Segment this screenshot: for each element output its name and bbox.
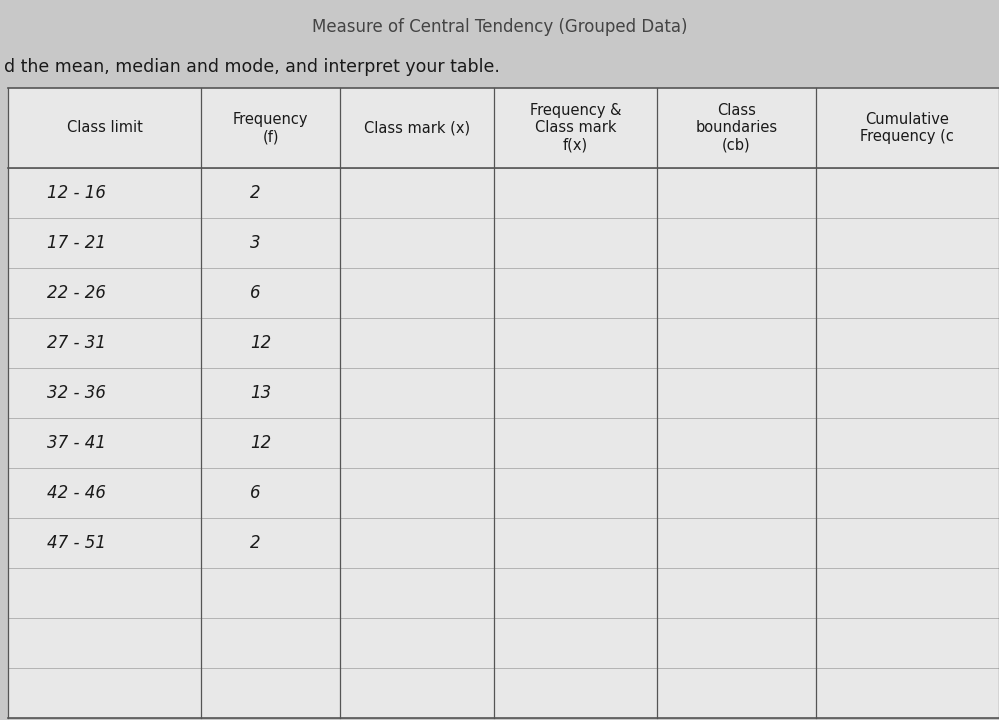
Text: 17 - 21: 17 - 21 [47,234,106,252]
Text: 42 - 46: 42 - 46 [47,484,106,502]
Text: 12: 12 [250,334,271,352]
Text: 2: 2 [250,534,261,552]
Text: d the mean, median and mode, and interpret your table.: d the mean, median and mode, and interpr… [4,58,500,76]
Text: Class limit: Class limit [67,120,143,135]
Text: Class mark (x): Class mark (x) [364,120,470,135]
Text: 6: 6 [250,484,261,502]
Text: 13: 13 [250,384,271,402]
Bar [8,88,999,718]
Text: Frequency
(f): Frequency (f) [233,112,309,144]
Text: 3: 3 [250,234,261,252]
Text: Measure of Central Tendency (Grouped Data): Measure of Central Tendency (Grouped Dat… [312,18,687,36]
Text: 47 - 51: 47 - 51 [47,534,106,552]
Text: 6: 6 [250,284,261,302]
Text: Frequency &
Class mark
f(x): Frequency & Class mark f(x) [529,103,621,153]
Text: 2: 2 [250,184,261,202]
Text: Cumulative
Frequency (c: Cumulative Frequency (c [860,112,954,144]
Text: Class
boundaries
(cb): Class boundaries (cb) [695,103,777,153]
Text: 37 - 41: 37 - 41 [47,434,106,452]
Text: 27 - 31: 27 - 31 [47,334,106,352]
Text: 12: 12 [250,434,271,452]
Text: 12 - 16: 12 - 16 [47,184,106,202]
Text: 22 - 26: 22 - 26 [47,284,106,302]
Text: 32 - 36: 32 - 36 [47,384,106,402]
